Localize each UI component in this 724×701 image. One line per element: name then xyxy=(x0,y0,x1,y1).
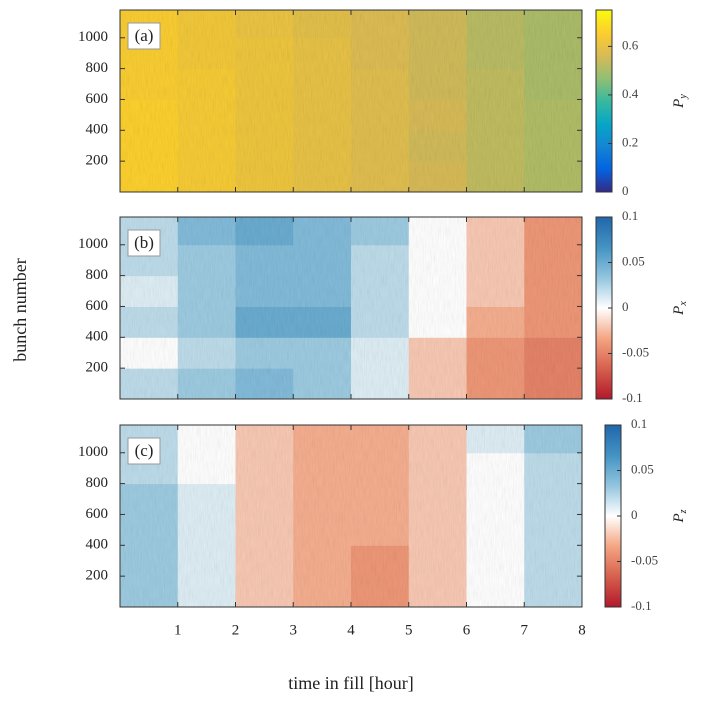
x-tick-label: 2 xyxy=(232,622,240,638)
colorbar-tick-label: -0.1 xyxy=(622,390,643,405)
x-tick-label: 6 xyxy=(463,622,471,638)
colorbar-tick-label: -0.05 xyxy=(622,344,649,359)
x-tick-label: 5 xyxy=(405,622,413,638)
colorbar-tick-label: 0.05 xyxy=(622,253,645,268)
colorbar-tick-label: 0 xyxy=(622,183,629,198)
colorbar-label-symbol: P xyxy=(671,99,687,109)
y-tick-label: 1000 xyxy=(78,444,108,460)
y-tick-label: 800 xyxy=(86,60,109,76)
colorbar-label-subscript: y xyxy=(678,94,689,100)
x-tick-label: 1 xyxy=(174,622,182,638)
panel-label: (b) xyxy=(134,233,154,252)
panel-label-box xyxy=(127,229,161,257)
x-tick-label: 4 xyxy=(347,622,355,638)
colorbar-tick-label: -0.1 xyxy=(631,598,652,613)
colorbar-label-symbol: P xyxy=(671,306,687,316)
x-tick-label: 8 xyxy=(578,622,586,638)
colorbar-label-subscript: z xyxy=(678,509,689,514)
y-tick-label: 200 xyxy=(86,153,109,169)
panel-label: (c) xyxy=(135,441,154,460)
colorbar-tick-label: 0.1 xyxy=(631,416,647,431)
y-tick-label: 600 xyxy=(86,91,109,107)
y-tick-label: 400 xyxy=(86,537,109,553)
panel-label-box xyxy=(127,22,161,50)
colorbar-tick-label: 0.1 xyxy=(622,208,638,223)
y-tick-label: 200 xyxy=(86,568,109,584)
y-tick-label: 400 xyxy=(86,329,109,345)
y-tick-label: 600 xyxy=(86,298,109,314)
panel-label: (a) xyxy=(135,26,154,45)
y-tick-label: 400 xyxy=(86,122,109,138)
colorbar-tick-label: -0.05 xyxy=(631,552,658,567)
x-tick-label: 7 xyxy=(521,622,529,638)
colorbar-tick-label: 0 xyxy=(622,299,629,314)
y-tick-label: 800 xyxy=(86,267,109,283)
y-tick-label: 200 xyxy=(86,360,109,376)
colorbar xyxy=(595,9,613,193)
panel-label-box xyxy=(127,437,161,465)
colorbar-tick-label: 0.6 xyxy=(622,37,639,52)
colorbar-tick-label: 0.05 xyxy=(631,461,654,476)
colorbar-label: Px xyxy=(671,301,689,316)
y-tick-label: 600 xyxy=(86,506,109,522)
texture xyxy=(120,217,582,399)
texture xyxy=(120,10,582,192)
colorbar-tick-label: 0 xyxy=(631,507,638,522)
colorbar-label: Py xyxy=(671,94,689,109)
y-tick-label: 800 xyxy=(86,475,109,491)
colorbar-label-subscript: x xyxy=(678,301,689,307)
y-tick-label: 1000 xyxy=(78,29,108,45)
y-axis-label: bunch number xyxy=(10,258,30,361)
x-axis-label: time in fill [hour] xyxy=(288,673,413,693)
colorbar-tick-label: 0.2 xyxy=(622,134,638,149)
y-tick-label: 1000 xyxy=(78,236,108,252)
colorbar-tick-label: 0.4 xyxy=(622,86,639,101)
x-tick-label: 3 xyxy=(290,622,298,638)
texture xyxy=(120,425,582,607)
colorbar-label: Pz xyxy=(671,509,689,523)
colorbar-label-symbol: P xyxy=(671,513,687,523)
